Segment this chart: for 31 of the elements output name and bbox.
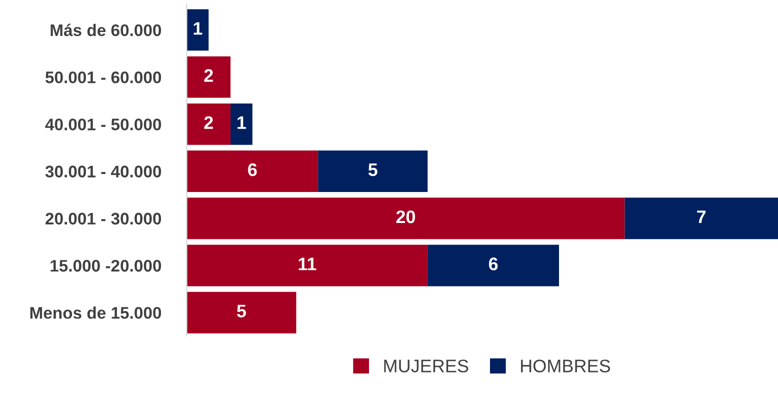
data-label: 1: [238, 116, 246, 129]
bar: [186, 9, 209, 51]
y-tick-label: 20.001 - 30.000: [46, 212, 162, 225]
y-tick-label: 15.000 -20.000: [50, 260, 162, 272]
y-tick-label: 40.001 - 50.000: [45, 118, 162, 130]
data-label: 6: [248, 163, 257, 176]
bar: [186, 150, 318, 192]
y-tick-label: Más de 60.000: [50, 24, 162, 36]
data-label: 5: [237, 304, 246, 318]
data-label: 20: [396, 210, 416, 224]
data-label: 6: [488, 258, 498, 270]
y-tick-label: 30.001 - 40.000: [45, 166, 162, 178]
data-label: 11: [298, 258, 316, 270]
y-tick-label: 50.001 - 60.000: [45, 71, 162, 84]
bar: [230, 103, 252, 145]
bar: [186, 198, 625, 240]
y-tick-label: Menos de 15.000: [30, 306, 162, 319]
bar: [186, 292, 296, 334]
bar: [186, 56, 231, 98]
legend-label: MUJERES: [384, 360, 468, 372]
data-label: 2: [204, 116, 213, 129]
data-label: 7: [697, 210, 706, 224]
bar: [186, 103, 231, 145]
legend-label: HOMBRES: [521, 360, 610, 372]
data-label: 1: [194, 22, 202, 35]
data-label: 5: [368, 164, 378, 176]
bar: [318, 150, 428, 192]
bar: [186, 244, 428, 286]
bar: [428, 244, 560, 286]
data-label: 2: [204, 69, 213, 82]
bar: [624, 198, 778, 240]
